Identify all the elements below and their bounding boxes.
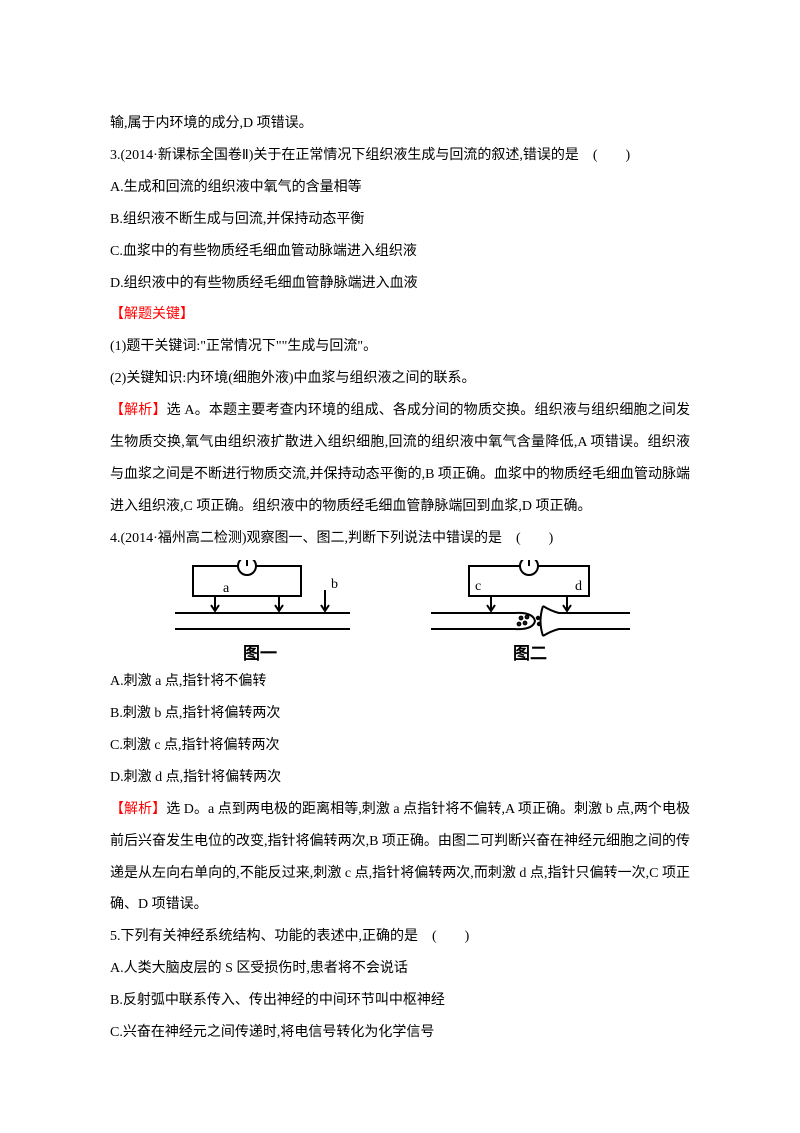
label-c: c — [475, 579, 481, 594]
analysis-label: 【解析】 — [110, 403, 167, 418]
figures-row: a b 图一 — [110, 560, 690, 664]
key-point-2: (2)关键知识:内环境(细胞外液)中血浆与组织液之间的联系。 — [110, 363, 690, 395]
analysis-label: 【解析】 — [110, 802, 166, 817]
text-line: 输,属于内环境的成分,D 项错误。 — [110, 108, 690, 140]
analysis-body: 选 A。本题主要考查内环境的组成、各成分间的物质交换。组织液与组织细胞之间发生物… — [110, 403, 690, 514]
option-a-q4: A.刺激 a 点,指针将不偏转 — [110, 666, 690, 698]
option-d-q4: D.刺激 d 点,指针将偏转两次 — [110, 762, 690, 794]
option-a: A.生成和回流的组织液中氧气的含量相等 — [110, 172, 690, 204]
analysis-4: 【解析】选 D。a 点到两电极的距离相等,刺激 a 点指针将不偏转,A 项正确。… — [110, 794, 690, 922]
figure-1-caption: 图一 — [243, 644, 277, 664]
option-d: D.组织液中的有些物质经毛细血管静脉端进入血液 — [110, 268, 690, 300]
option-b-q5: B.反射弧中联系传入、传出神经的中间环节叫中枢神经 — [110, 985, 690, 1017]
diagram-2: c d — [425, 560, 635, 640]
diagram-1: a b — [165, 560, 355, 640]
option-c-q5: C.兴奋在神经元之间传递时,将电信号转化为化学信号 — [110, 1017, 690, 1049]
figure-1: a b 图一 — [165, 560, 355, 664]
analysis-3: 【解析】选 A。本题主要考查内环境的组成、各成分间的物质交换。组织液与组织细胞之… — [110, 395, 690, 523]
figure-2-caption: 图二 — [513, 644, 547, 664]
label-d: d — [575, 579, 582, 594]
figure-2: c d 图二 — [425, 560, 635, 664]
option-b: B.组织液不断生成与回流,并保持动态平衡 — [110, 204, 690, 236]
label-a: a — [223, 581, 230, 596]
analysis-body: 选 D。a 点到两电极的距离相等,刺激 a 点指针将不偏转,A 项正确。刺激 b… — [110, 802, 690, 913]
question-3: 3.(2014·新课标全国卷Ⅱ)关于在正常情况下组织液生成与回流的叙述,错误的是… — [110, 140, 690, 172]
option-a-q5: A.人类大脑皮层的 S 区受损伤时,患者将不会说话 — [110, 953, 690, 985]
question-5: 5.下列有关神经系统结构、功能的表述中,正确的是 ( ) — [110, 921, 690, 953]
page: 输,属于内环境的成分,D 项错误。 3.(2014·新课标全国卷Ⅱ)关于在正常情… — [0, 0, 800, 1133]
option-b-q4: B.刺激 b 点,指针将偏转两次 — [110, 698, 690, 730]
option-c-q4: C.刺激 c 点,指针将偏转两次 — [110, 730, 690, 762]
option-c: C.血浆中的有些物质经毛细血管动脉端进入组织液 — [110, 236, 690, 268]
label-b: b — [331, 577, 338, 592]
key-point-1: (1)题干关键词:"正常情况下""生成与回流"。 — [110, 331, 690, 363]
question-4: 4.(2014·福州高二检测)观察图一、图二,判断下列说法中错误的是 ( ) — [110, 523, 690, 555]
key-heading: 【解题关键】 — [110, 299, 690, 331]
